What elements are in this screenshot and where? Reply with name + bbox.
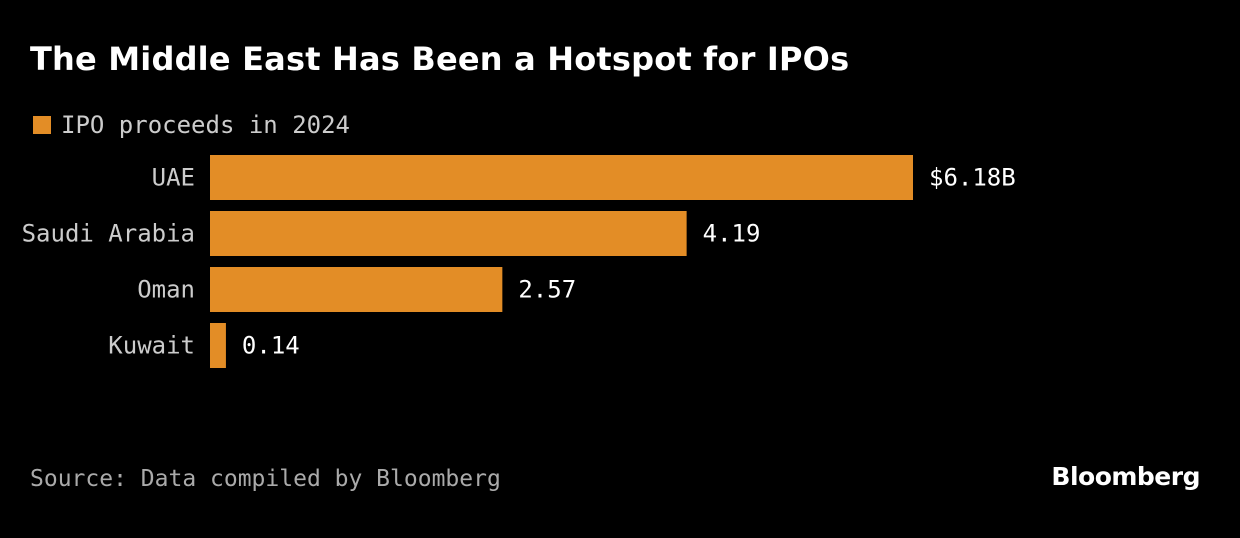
legend-swatch: [33, 116, 51, 134]
bar: [210, 211, 687, 256]
source-note: Source: Data compiled by Bloomberg: [30, 466, 501, 492]
category-label: UAE: [152, 164, 195, 192]
bloomberg-logo: Bloomberg: [1051, 462, 1200, 491]
category-label: Kuwait: [108, 332, 195, 360]
value-label: 2.57: [518, 276, 576, 304]
value-label: 0.14: [242, 332, 300, 360]
legend: IPO proceeds in 2024: [33, 110, 350, 140]
category-label: Saudi Arabia: [22, 220, 195, 248]
bar-chart: UAE $6.18B Saudi Arabia 4.19 Oman 2.57 Kuwait 0…: [22, 155, 1016, 368]
bar: [210, 267, 503, 312]
bar: [210, 323, 226, 368]
value-label: $6.18B: [929, 164, 1016, 192]
legend-label: IPO proceeds in 2024: [61, 111, 350, 139]
category-label: Oman: [137, 276, 195, 304]
value-label: 4.19: [703, 220, 761, 248]
chart-title: The Middle East Has Been a Hotspot for I…: [30, 40, 850, 78]
bar: [210, 155, 913, 200]
